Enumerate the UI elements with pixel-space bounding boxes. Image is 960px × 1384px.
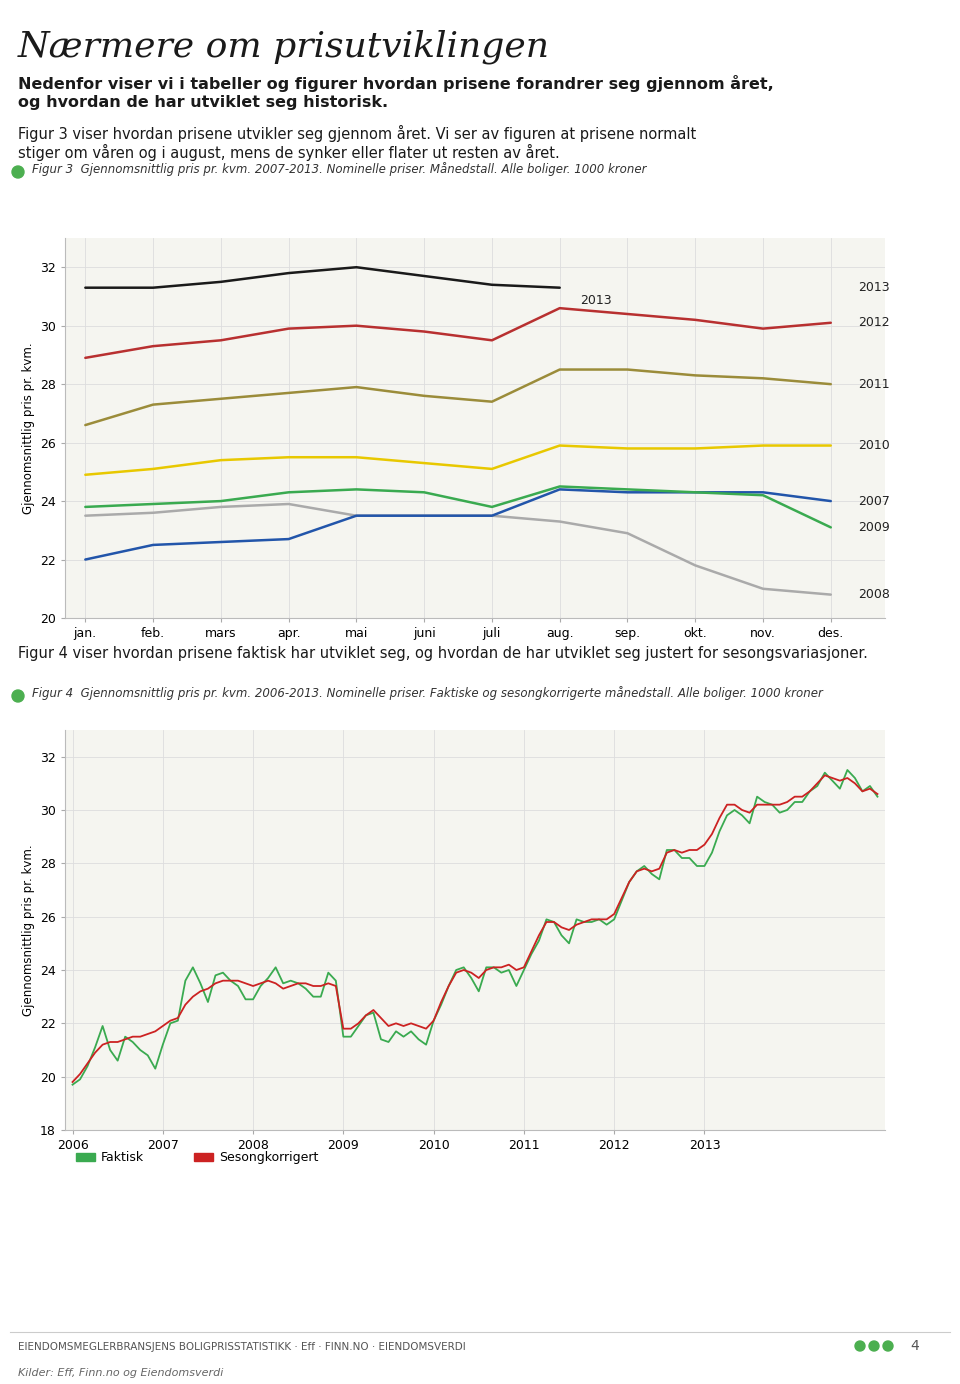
Text: Nedenfor viser vi i tabeller og figurer hvordan prisene forandrer seg gjennom år: Nedenfor viser vi i tabeller og figurer …	[18, 75, 774, 91]
Text: 4: 4	[910, 1338, 919, 1354]
Circle shape	[883, 1341, 893, 1351]
Text: 2013: 2013	[858, 281, 890, 295]
Text: 2010: 2010	[858, 439, 890, 453]
Circle shape	[12, 691, 24, 702]
Y-axis label: Gjennomsnittlig pris pr. kvm.: Gjennomsnittlig pris pr. kvm.	[21, 342, 35, 513]
Line: Sesongkorrigert: Sesongkorrigert	[73, 775, 877, 1082]
Text: 2013: 2013	[580, 293, 612, 306]
Text: EIENDOMSMEGLERBRANSJENS BOLIGPRISSTATISTIKK · Eff · FINN.NO · EIENDOMSVERDI: EIENDOMSMEGLERBRANSJENS BOLIGPRISSTATIST…	[18, 1342, 466, 1352]
Faktisk	[842, 761, 853, 778]
Faktisk	[443, 977, 454, 994]
Text: 2009: 2009	[858, 520, 890, 534]
Sesongkorrigert	[150, 1023, 161, 1039]
Sesongkorrigert	[67, 1074, 79, 1091]
Text: Nærmere om prisutviklingen: Nærmere om prisutviklingen	[18, 30, 550, 65]
Faktisk	[707, 844, 718, 861]
Faktisk	[150, 1060, 161, 1077]
Line: Faktisk: Faktisk	[73, 770, 877, 1085]
Faktisk	[758, 793, 770, 810]
Sesongkorrigert	[864, 781, 876, 797]
Y-axis label: Gjennomsnittlig pris pr. kvm.: Gjennomsnittlig pris pr. kvm.	[21, 844, 35, 1016]
Text: Figur 4 viser hvordan prisene faktisk har utviklet seg, og hvordan de har utvikl: Figur 4 viser hvordan prisene faktisk ha…	[18, 646, 868, 662]
Circle shape	[12, 166, 24, 179]
Sesongkorrigert	[707, 826, 718, 843]
Sesongkorrigert	[443, 977, 454, 994]
Sesongkorrigert	[872, 786, 883, 803]
Faktisk	[872, 789, 883, 805]
Sesongkorrigert	[195, 983, 206, 999]
Text: 2012: 2012	[858, 317, 890, 329]
Text: 2011: 2011	[858, 378, 890, 390]
Faktisk	[67, 1077, 79, 1093]
Text: 2007: 2007	[858, 494, 890, 508]
Faktisk	[864, 778, 876, 794]
Sesongkorrigert	[819, 767, 830, 783]
Text: stiger om våren og i august, mens de synker eller flater ut resten av året.: stiger om våren og i august, mens de syn…	[18, 144, 560, 161]
Text: Figur 3  Gjennomsnittlig pris pr. kvm. 2007-2013. Nominelle priser. Månedstall. : Figur 3 Gjennomsnittlig pris pr. kvm. 20…	[32, 162, 646, 176]
Sesongkorrigert	[758, 796, 770, 812]
Circle shape	[869, 1341, 879, 1351]
Circle shape	[855, 1341, 865, 1351]
Text: Figur 4  Gjennomsnittlig pris pr. kvm. 2006-2013. Nominelle priser. Faktiske og : Figur 4 Gjennomsnittlig pris pr. kvm. 20…	[32, 686, 823, 700]
Text: 2008: 2008	[858, 588, 890, 601]
Text: og hvordan de har utviklet seg historisk.: og hvordan de har utviklet seg historisk…	[18, 95, 388, 109]
Legend: Faktisk, Sesongkorrigert: Faktisk, Sesongkorrigert	[71, 1146, 324, 1169]
Text: Kilder: Eff, Finn.no og Eiendomsverdi: Kilder: Eff, Finn.no og Eiendomsverdi	[18, 1367, 224, 1378]
Text: Figur 3 viser hvordan prisene utvikler seg gjennom året. Vi ser av figuren at pr: Figur 3 viser hvordan prisene utvikler s…	[18, 125, 696, 143]
Faktisk	[195, 976, 206, 992]
